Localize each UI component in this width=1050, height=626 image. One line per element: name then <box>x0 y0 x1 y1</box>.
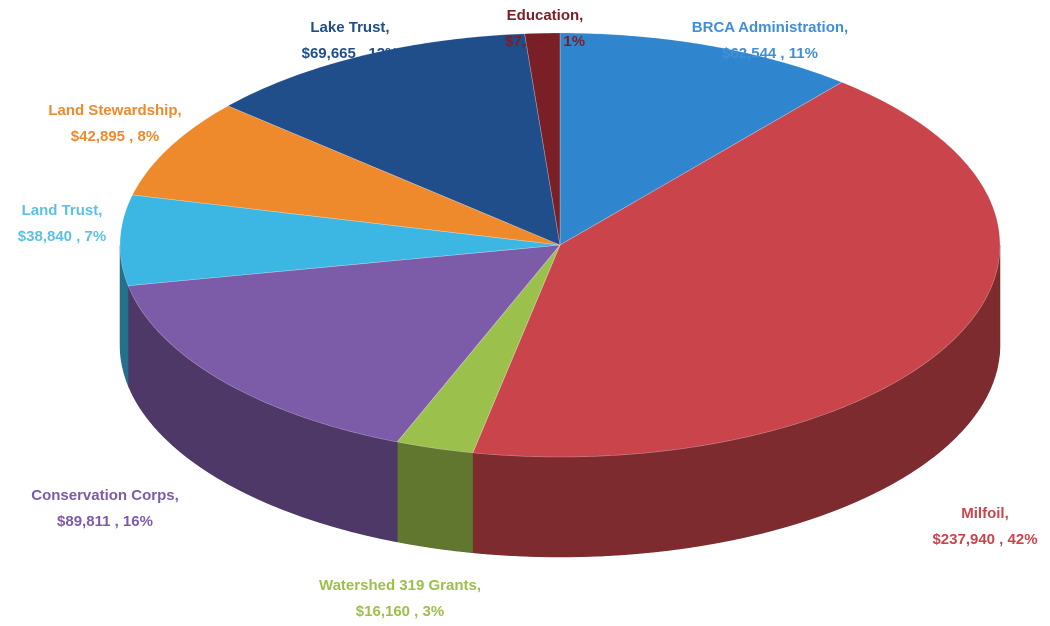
slice <box>559 32 843 246</box>
label-category: Conservation Corps, <box>31 487 179 504</box>
slice <box>524 32 561 246</box>
slice <box>119 194 561 287</box>
data-label: Land Stewardship, $42,895 , 8% <box>48 102 181 145</box>
label-value: $62,544 , 11% <box>722 45 818 62</box>
slice <box>132 105 561 246</box>
slice <box>227 33 561 246</box>
label-category: Watershed 319 Grants, <box>319 577 481 594</box>
label-value: $7,244 , 1% <box>505 33 585 50</box>
slice <box>396 244 561 454</box>
label-value: $16,160 , 3% <box>356 603 444 620</box>
slice-side <box>396 441 474 554</box>
data-label: Watershed 319 Grants, $16,160 , 3% <box>319 577 481 620</box>
label-value: $89,811 , 16% <box>57 513 153 530</box>
data-label: Lake Trust, $69,665 , 12% <box>302 19 399 62</box>
data-label: Education, $7,244 , 1% <box>505 7 585 50</box>
label-category: Education, <box>507 7 584 24</box>
label-value: $42,895 , 8% <box>71 128 159 145</box>
data-label: Land Trust, $38,840 , 7% <box>18 202 106 245</box>
label-category: Milfoil, <box>961 505 1009 522</box>
label-category: Land Trust, <box>22 202 103 219</box>
label-category: BRCA Administration, <box>692 19 848 36</box>
label-value: $237,940 , 42% <box>932 531 1037 548</box>
data-label: Conservation Corps, $89,811 , 16% <box>31 487 179 530</box>
label-category: Land Stewardship, <box>48 102 181 119</box>
slice <box>127 244 561 443</box>
label-category: Lake Trust, <box>310 19 389 36</box>
slice <box>472 81 1001 458</box>
label-value: $69,665 , 12% <box>302 45 399 62</box>
data-label: BRCA Administration, $62,544 , 11% <box>692 19 848 62</box>
data-label: Milfoil, $237,940 , 42% <box>932 505 1037 548</box>
label-value: $38,840 , 7% <box>18 228 106 245</box>
